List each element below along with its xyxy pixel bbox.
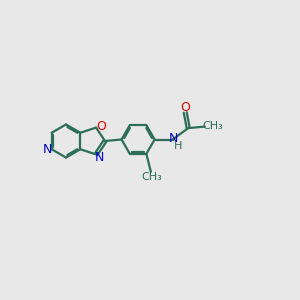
Text: N: N: [169, 132, 178, 146]
Text: N: N: [95, 152, 104, 164]
Text: CH₃: CH₃: [141, 172, 162, 182]
Text: CH₃: CH₃: [203, 121, 224, 131]
Text: O: O: [180, 101, 190, 114]
Text: N: N: [43, 143, 52, 156]
Text: H: H: [173, 141, 182, 151]
Text: O: O: [97, 120, 106, 133]
